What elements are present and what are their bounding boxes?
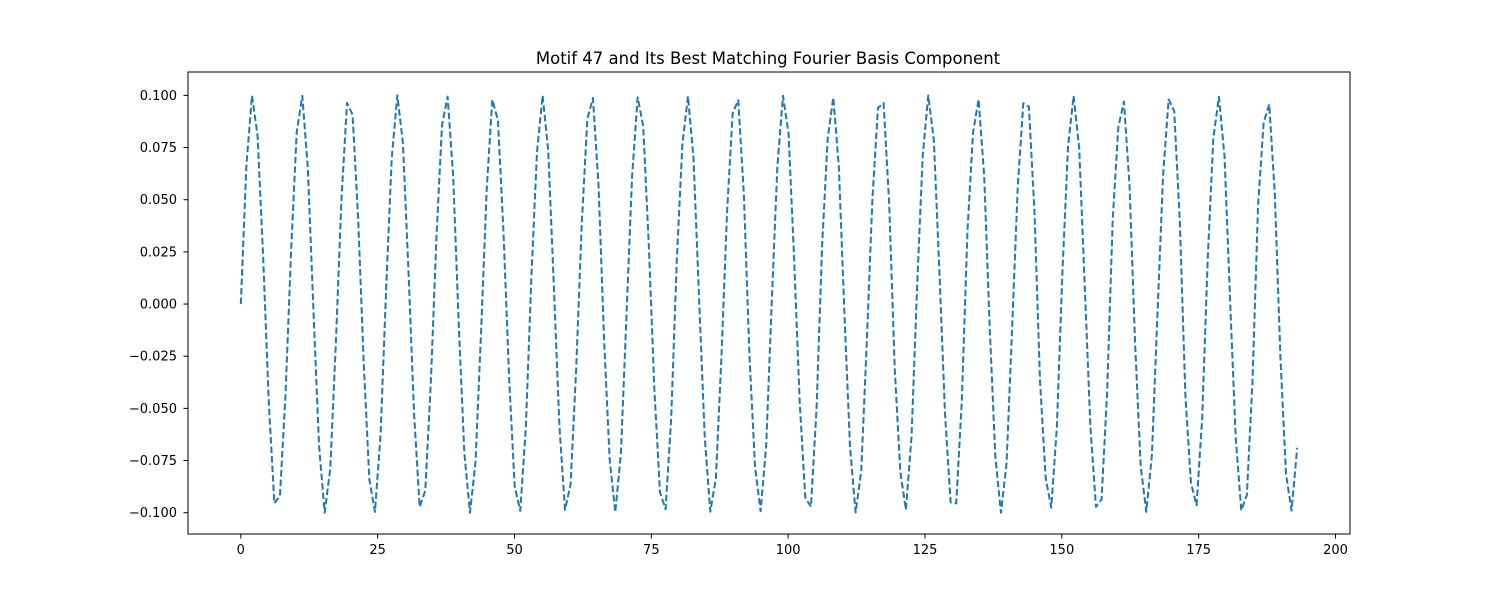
- y-tick-label: 0.025: [140, 245, 177, 260]
- y-tick-label: 0.100: [140, 89, 177, 104]
- y-tick-label: 0.000: [140, 298, 177, 313]
- x-tick-label: 175: [1186, 543, 1211, 558]
- y-tick-label: −0.025: [129, 350, 177, 365]
- y-tick-label: −0.075: [129, 454, 177, 469]
- axes-layer: 0 25 50 75 100 125 150 175 200 −0.100 −0.075 −0.050…: [129, 71, 1351, 558]
- y-tick-label: 0.050: [140, 193, 177, 208]
- y-tick-label: −0.050: [129, 402, 177, 417]
- plot-frame: [187, 71, 1351, 535]
- series-line-0: [239, 94, 1299, 514]
- x-tick-label: 75: [643, 543, 660, 558]
- x-tick-label: 200: [1323, 543, 1348, 558]
- x-tick-label: 25: [369, 543, 386, 558]
- chart-title: Motif 47 and Its Best Matching Fourier B…: [536, 49, 1001, 68]
- y-tick-label: −0.100: [129, 506, 177, 521]
- x-tick-label: 0: [237, 543, 245, 558]
- x-tick-label: 100: [776, 543, 801, 558]
- y-tick-label: 0.075: [140, 141, 177, 156]
- x-tick-label: 150: [1049, 543, 1074, 558]
- x-tick-label: 50: [506, 543, 523, 558]
- series-layer: [239, 94, 1299, 514]
- x-tick-label: 125: [913, 543, 938, 558]
